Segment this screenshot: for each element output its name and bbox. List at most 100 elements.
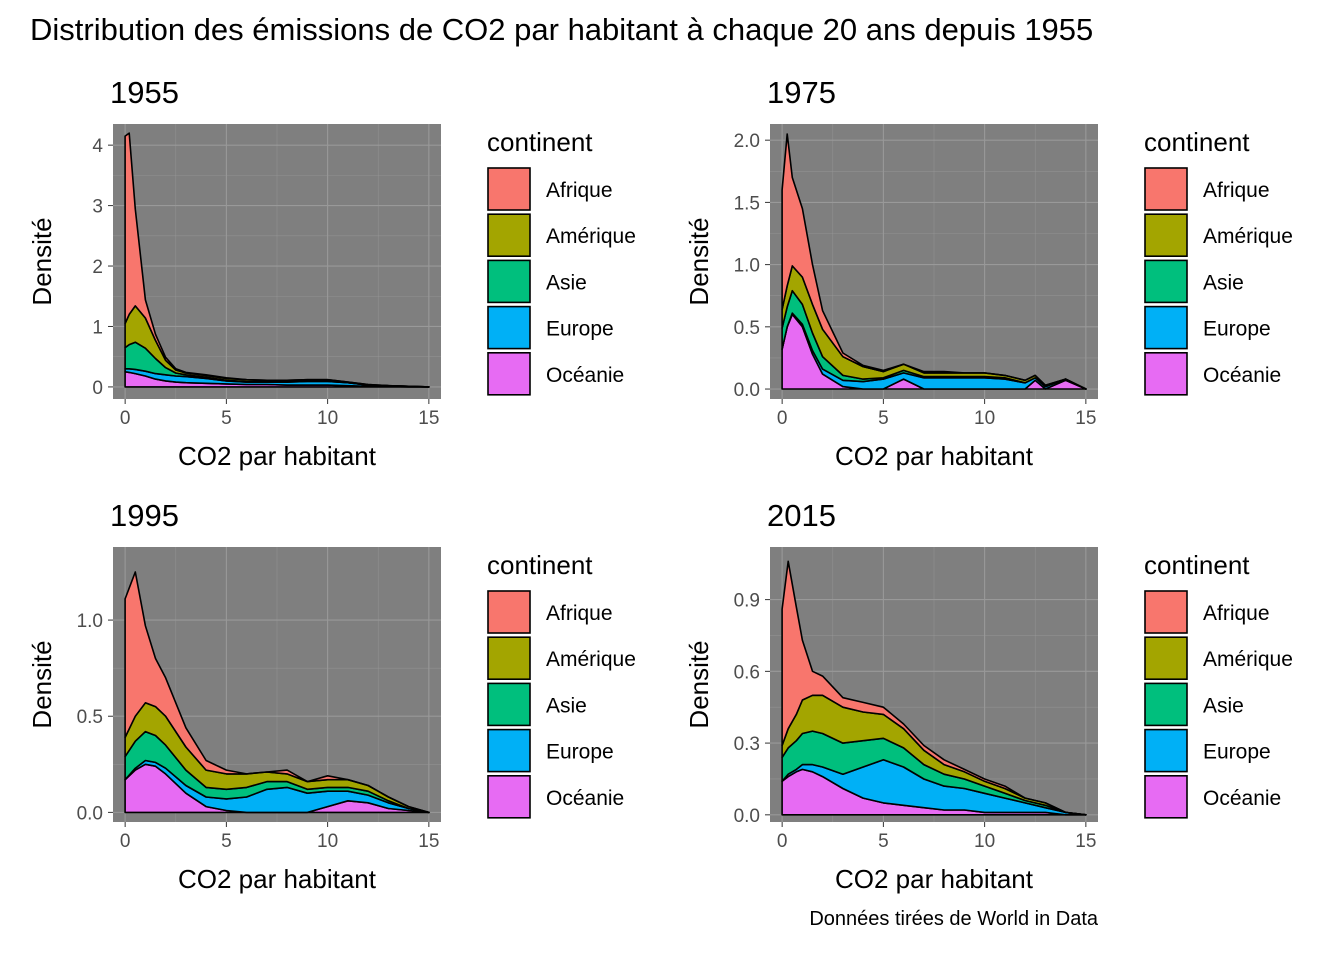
chart-panel-1995: 1995 0 5 10 15 0.0 0.5 1.0 CO2 par habitant Densi… (27, 498, 636, 894)
x-tick-label: 15 (1075, 831, 1096, 852)
legend-label: Océanie (1203, 364, 1281, 387)
legend: continent Afrique Amérique Asie Europe Océani… (487, 127, 636, 396)
y-tick-label: 0.5 (77, 707, 103, 728)
y-tick-label: 4 (92, 136, 103, 157)
y-tick-label: 0.0 (734, 380, 760, 401)
y-axis-label: Densité (27, 217, 57, 305)
legend-key-Amérique (1144, 213, 1188, 257)
chart-panel-1955: 1955 0 5 10 15 0 1 2 3 4 CO2 par habitant Densité co… (27, 75, 636, 471)
x-tick-label: 10 (974, 831, 995, 852)
panel-title: 1995 (110, 498, 179, 533)
panel-title: 1955 (110, 75, 179, 110)
tick-labels: 0 5 10 15 0 1 2 3 4 (92, 136, 439, 429)
legend-label: Asie (546, 694, 587, 717)
legend-title: continent (1144, 550, 1250, 580)
legend-key-Océanie (487, 351, 531, 396)
figure-caption: Données tirées de World in Data (809, 908, 1099, 930)
y-tick-label: 1.5 (734, 193, 760, 214)
y-axis-label: Densité (27, 640, 57, 728)
x-tick-label: 0 (777, 408, 788, 429)
x-tick-label: 15 (418, 831, 439, 852)
x-tick-label: 15 (1075, 408, 1096, 429)
tick-labels: 0 5 10 15 0.0 0.5 1.0 1.5 2.0 (734, 131, 1097, 429)
legend-label: Afrique (1203, 179, 1270, 202)
legend-label: Europe (1203, 741, 1271, 764)
chart-panel-2015: 2015 0 5 10 15 0.0 0.3 0.6 0.9 CO2 par habitant De… (684, 498, 1293, 894)
x-tick-label: 0 (120, 408, 131, 429)
x-axis-label: CO2 par habitant (835, 441, 1034, 471)
legend-key-Europe (487, 728, 531, 773)
y-tick-label: 0.0 (734, 806, 760, 827)
tick-labels: 0 5 10 15 0.0 0.3 0.6 0.9 (734, 591, 1097, 852)
x-axis-label: CO2 par habitant (178, 864, 377, 894)
panel-title: 2015 (767, 498, 836, 533)
legend-label: Europe (546, 318, 614, 341)
x-tick-label: 10 (974, 408, 995, 429)
y-tick-label: 2.0 (734, 131, 760, 152)
legend-key-Afrique (1144, 590, 1188, 634)
stacked-areas (781, 133, 1087, 390)
legend: continent Afrique Amérique Asie Europe Océani… (487, 550, 636, 819)
legend-key-Amérique (487, 213, 531, 257)
legend-key-Asie (1144, 682, 1188, 727)
legend-title: continent (1144, 127, 1250, 157)
x-tick-label: 5 (221, 831, 232, 852)
legend-key-Afrique (487, 167, 531, 211)
y-axis-label: Densité (684, 217, 714, 305)
x-tick-label: 10 (317, 408, 338, 429)
legend-key-Océanie (1144, 774, 1188, 819)
y-tick-label: 0.3 (734, 734, 760, 755)
y-tick-label: 0 (92, 378, 103, 399)
x-axis-label: CO2 par habitant (835, 864, 1034, 894)
y-tick-label: 2 (92, 257, 103, 278)
legend-label: Asie (1203, 271, 1244, 294)
legend-key-Asie (1144, 259, 1188, 304)
legend-label: Océanie (546, 364, 624, 387)
legend-label: Amérique (1203, 648, 1293, 671)
legend-label: Europe (1203, 318, 1271, 341)
legend-key-Asie (487, 682, 531, 727)
legend-key-Afrique (1144, 167, 1188, 211)
area-Afrique (781, 560, 1087, 816)
y-tick-label: 1 (92, 317, 103, 338)
x-tick-label: 5 (878, 408, 889, 429)
y-tick-label: 0.5 (734, 318, 760, 339)
x-tick-label: 15 (418, 408, 439, 429)
area-Afrique (124, 571, 430, 814)
legend-label: Océanie (1203, 787, 1281, 810)
y-tick-label: 1.0 (77, 611, 103, 632)
y-axis-label: Densité (684, 640, 714, 728)
y-tick-label: 3 (92, 197, 103, 218)
legend-key-Afrique (487, 590, 531, 634)
legend-label: Afrique (546, 602, 613, 625)
legend-label: Océanie (546, 787, 624, 810)
legend-key-Europe (1144, 728, 1188, 773)
x-tick-label: 0 (777, 831, 788, 852)
stacked-areas (124, 132, 430, 388)
legend-key-Océanie (487, 774, 531, 819)
legend-key-Europe (487, 305, 531, 350)
x-axis-label: CO2 par habitant (178, 441, 377, 471)
stacked-areas (781, 560, 1087, 816)
stacked-areas (124, 571, 430, 814)
legend-title: continent (487, 550, 593, 580)
legend-label: Asie (1203, 694, 1244, 717)
x-tick-label: 10 (317, 831, 338, 852)
legend-label: Amérique (1203, 225, 1293, 248)
area-Afrique (124, 132, 430, 388)
legend-key-Amérique (487, 636, 531, 681)
legend: continent Afrique Amérique Asie Europe Océani… (1144, 550, 1293, 819)
y-tick-label: 0.6 (734, 662, 760, 683)
chart-panel-1975: 1975 0 5 10 15 0.0 0.5 1.0 1.5 2.0 CO2 par habitan… (684, 75, 1293, 471)
legend-key-Amérique (1144, 636, 1188, 681)
legend-title: continent (487, 127, 593, 157)
y-tick-label: 1.0 (734, 256, 760, 277)
legend-label: Afrique (1203, 602, 1270, 625)
x-tick-label: 5 (878, 831, 889, 852)
legend: continent Afrique Amérique Asie Europe Océani… (1144, 127, 1293, 396)
legend-label: Amérique (546, 225, 636, 248)
area-Afrique (781, 133, 1087, 390)
x-tick-label: 5 (221, 408, 232, 429)
x-tick-label: 0 (120, 831, 131, 852)
